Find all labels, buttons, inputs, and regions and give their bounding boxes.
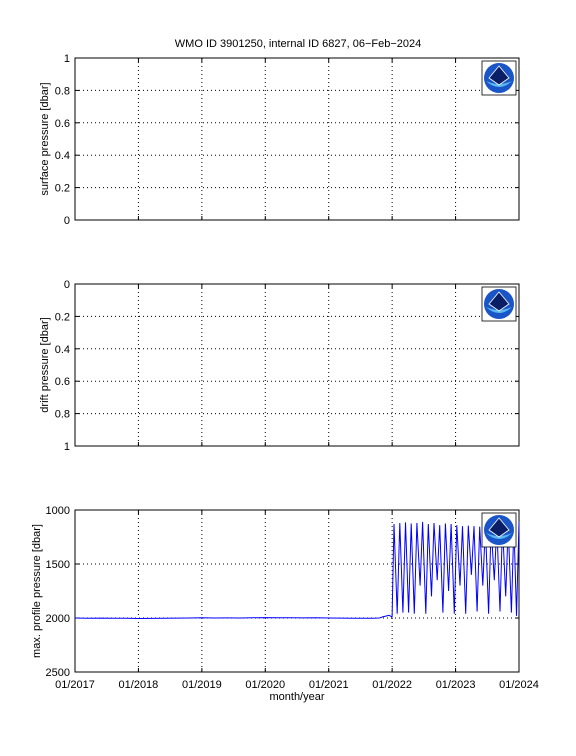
x-tick-label: 01/2018 — [119, 679, 159, 691]
noaa-logo-icon — [481, 60, 517, 96]
y-axis-label: max. profile pressure [dbar] — [31, 524, 43, 658]
x-tick-label: 01/2024 — [499, 679, 539, 691]
panel-surface-pressure: 0 0.2 0.4 0.6 0.8 1 surface pressure [dbar] — [39, 53, 520, 227]
x-axis-label: month/year — [269, 691, 324, 703]
y-tick-label: 1500 — [46, 559, 70, 571]
x-tick-label: 01/2023 — [436, 679, 476, 691]
y-tick-label: 2000 — [46, 613, 70, 625]
axes-frame — [74, 57, 520, 221]
panel-drift-pressure: 0 0.2 0.4 0.6 0.8 1 drift pressure [dbar] — [39, 279, 520, 453]
y-tick-label: 1 — [64, 53, 70, 65]
y-tick-label: 0.6 — [55, 118, 70, 130]
noaa-logo-icon — [481, 512, 517, 548]
x-tick-label: 01/2022 — [372, 679, 412, 691]
y-tick-label: 0 — [64, 279, 70, 291]
y-tick-label: 0.8 — [55, 409, 70, 421]
y-tick-label: 1000 — [46, 505, 70, 517]
x-tick-label: 01/2020 — [245, 679, 285, 691]
x-tick-label: 01/2017 — [55, 679, 95, 691]
x-tick-label: 01/2019 — [182, 679, 222, 691]
y-axis-label: surface pressure [dbar] — [39, 82, 51, 195]
y-tick-label: 0.8 — [55, 85, 70, 97]
y-tick-label: 0.2 — [55, 183, 70, 195]
y-axis-label: drift pressure [dbar] — [39, 317, 51, 412]
y-tick-label: 1 — [64, 441, 70, 453]
y-tick-label: 0.2 — [55, 311, 70, 323]
y-tick-label: 0.4 — [55, 344, 70, 356]
y-tick-label: 0.4 — [55, 150, 70, 162]
y-tick-label: 2500 — [46, 667, 70, 679]
y-tick-label: 0.6 — [55, 376, 70, 388]
axes-frame — [74, 509, 520, 673]
noaa-logo-icon — [481, 286, 517, 322]
figure-title: WMO ID 3901250, internal ID 6827, 06−Feb… — [175, 38, 421, 50]
x-tick-label: 01/2021 — [309, 679, 349, 691]
axes-frame — [74, 283, 520, 447]
y-tick-label: 0 — [64, 215, 70, 227]
